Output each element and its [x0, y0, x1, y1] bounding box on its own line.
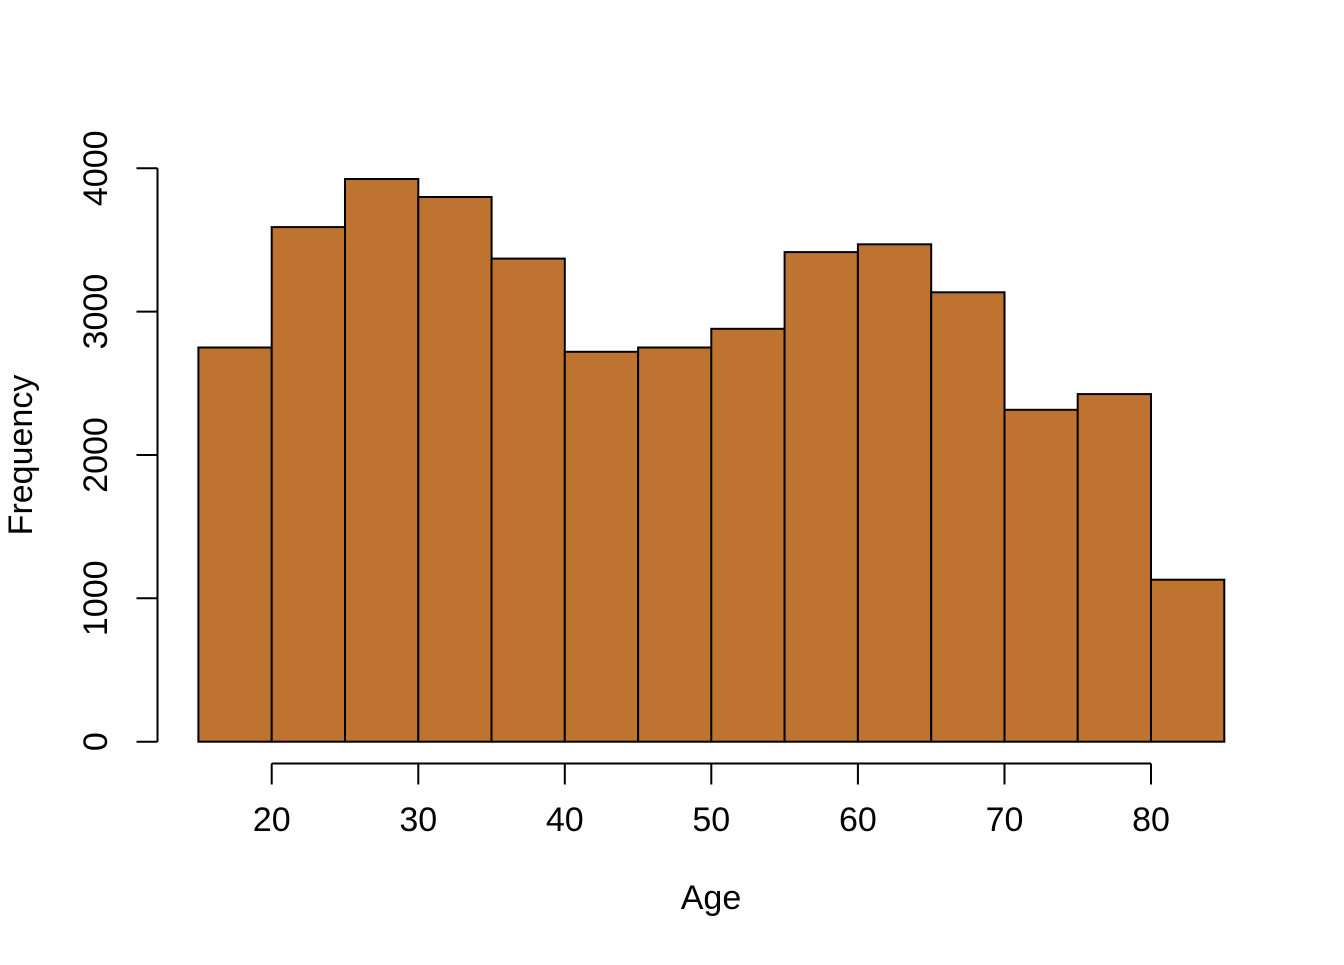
x-tick-label: 60: [839, 801, 877, 839]
y-axis: 0 1000 2000 3000 4000: [77, 130, 159, 751]
y-tick-label: 2000: [77, 417, 115, 493]
histogram-bar: [1150, 578, 1226, 743]
histogram-bar: [1076, 393, 1152, 743]
histogram-bar: [856, 243, 933, 743]
y-tick-label: 1000: [77, 560, 115, 636]
x-tick-label: 70: [986, 801, 1024, 839]
y-tick-label: 4000: [77, 130, 115, 206]
y-tick-label: 3000: [77, 274, 115, 350]
histogram-bar: [270, 226, 347, 743]
histogram-bar: [637, 346, 713, 743]
y-tick-label: 0: [77, 732, 115, 751]
histogram-bar: [1003, 408, 1079, 743]
histogram-bar: [710, 327, 786, 743]
x-tick-label: 20: [253, 801, 291, 839]
histogram-bar: [930, 291, 1006, 743]
x-tick-label: 40: [546, 801, 584, 839]
x-tick-label: 50: [692, 801, 730, 839]
x-tick-label: 80: [1132, 801, 1170, 839]
histogram-bar: [490, 257, 566, 743]
histogram-bar: [783, 251, 859, 743]
y-axis-title: Frequency: [2, 375, 40, 536]
histogram-bar: [197, 346, 273, 743]
histogram-bar: [563, 350, 640, 743]
x-axis: 20 30 40 50 60 70 80: [253, 762, 1170, 839]
histogram-bar: [344, 178, 420, 743]
x-axis-title: Age: [681, 879, 742, 917]
x-tick-label: 30: [399, 801, 437, 839]
bars-group: [197, 178, 1226, 743]
histogram-bar: [417, 196, 493, 743]
